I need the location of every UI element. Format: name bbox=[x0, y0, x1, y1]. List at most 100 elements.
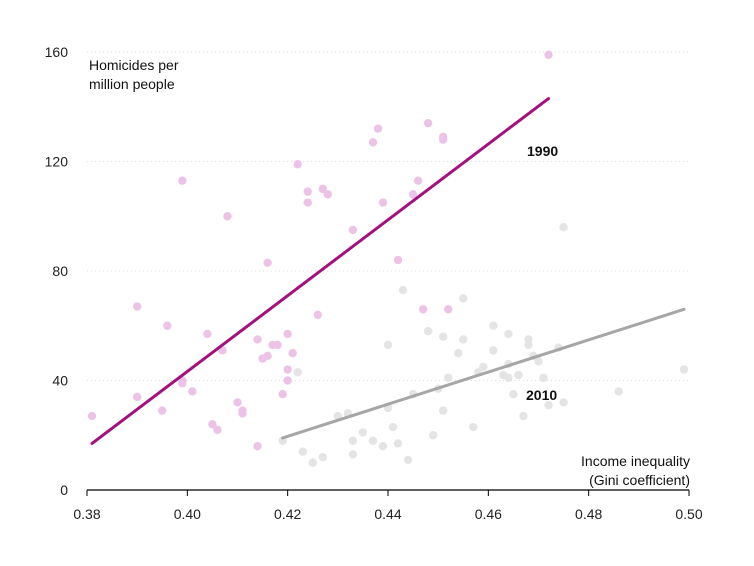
x-axis-title-line2: (Gini coefficient) bbox=[589, 472, 690, 488]
point-1990-47 bbox=[544, 50, 553, 59]
point-2010-1 bbox=[293, 368, 302, 377]
point-2010-22 bbox=[438, 332, 448, 341]
grid-lines bbox=[87, 51, 689, 381]
point-1990-26 bbox=[283, 365, 292, 374]
point-1990-9 bbox=[203, 329, 212, 339]
point-2010-48 bbox=[559, 398, 568, 407]
point-1990-32 bbox=[313, 310, 322, 319]
point-2010-10 bbox=[368, 436, 378, 445]
point-2010-45 bbox=[544, 400, 553, 410]
point-1990-13 bbox=[223, 212, 232, 221]
y-axis-title-line2: million people bbox=[89, 76, 175, 92]
point-1990-37 bbox=[373, 124, 383, 133]
x-tick-label-3: 0.44 bbox=[374, 506, 401, 522]
point-1990-42 bbox=[418, 305, 428, 314]
point-2010-28 bbox=[469, 422, 478, 432]
point-1990-7 bbox=[178, 379, 187, 388]
point-2010-38 bbox=[514, 370, 523, 380]
point-2010-23 bbox=[438, 406, 448, 415]
point-2010-27 bbox=[459, 335, 468, 344]
point-2010-8 bbox=[348, 450, 358, 459]
point-2010-36 bbox=[504, 373, 513, 382]
point-2010-4 bbox=[318, 452, 327, 462]
point-1990-4 bbox=[163, 321, 172, 330]
x-tick-label-1: 0.40 bbox=[174, 506, 201, 522]
point-2010-37 bbox=[509, 389, 518, 399]
x-tick-label-5: 0.48 bbox=[575, 506, 602, 522]
point-1990-27 bbox=[283, 376, 292, 385]
point-1990-33 bbox=[318, 184, 327, 194]
point-2010-14 bbox=[388, 422, 398, 432]
x-axis: 0.38 0.40 0.42 0.44 0.46 0.48 0.50 bbox=[73, 489, 703, 522]
point-1990-29 bbox=[293, 160, 302, 169]
point-1990-45 bbox=[438, 135, 448, 144]
point-2010-41 bbox=[524, 340, 533, 350]
axis-titles: Homicides per million people Income ineq… bbox=[89, 57, 690, 488]
point-1990-18 bbox=[253, 442, 262, 451]
series-labels: 1990 2010 bbox=[526, 143, 558, 403]
point-1990-28 bbox=[288, 348, 297, 358]
point-1990-46 bbox=[444, 305, 453, 314]
point-1990-14 bbox=[233, 398, 242, 407]
trend-line-2010 bbox=[281, 307, 686, 440]
point-1990-20 bbox=[263, 258, 272, 267]
point-1990-23 bbox=[273, 340, 282, 350]
series-label-1990: 1990 bbox=[527, 143, 558, 159]
point-2010-24 bbox=[444, 373, 453, 382]
point-2010-9 bbox=[358, 428, 368, 437]
y-tick-label-4: 160 bbox=[45, 44, 69, 60]
point-1990-43 bbox=[423, 118, 433, 128]
point-1990-39 bbox=[393, 255, 403, 265]
point-1990-10 bbox=[208, 420, 217, 429]
point-1990-24 bbox=[278, 389, 287, 399]
point-2010-15 bbox=[393, 439, 403, 448]
point-2010-26 bbox=[459, 294, 468, 303]
trend-lines bbox=[90, 97, 686, 445]
point-1990-40 bbox=[408, 190, 418, 199]
point-1990-25 bbox=[283, 329, 292, 339]
point-1990-0 bbox=[87, 411, 97, 421]
x-tick-label-2: 0.42 bbox=[274, 506, 301, 522]
point-2010-50 bbox=[679, 365, 689, 374]
point-2010-11 bbox=[378, 442, 388, 451]
x-tick-label-6: 0.50 bbox=[675, 506, 702, 522]
point-2010-3 bbox=[308, 458, 317, 467]
point-2010-31 bbox=[489, 321, 498, 330]
point-1990-36 bbox=[368, 138, 378, 147]
y-tick-label-1: 40 bbox=[52, 373, 68, 389]
point-2010-44 bbox=[539, 373, 548, 382]
point-1990-8 bbox=[188, 387, 197, 396]
point-1990-38 bbox=[378, 198, 388, 207]
y-axis-title-line1: Homicides per bbox=[89, 57, 179, 73]
x-axis-title-line1: Income inequality bbox=[581, 453, 690, 469]
point-2010-16 bbox=[398, 285, 408, 295]
point-1990-34 bbox=[323, 190, 332, 199]
y-tick-label-2: 80 bbox=[52, 263, 68, 279]
point-2010-20 bbox=[428, 431, 438, 440]
point-2010-25 bbox=[454, 348, 463, 358]
point-1990-2 bbox=[132, 392, 142, 402]
point-1990-3 bbox=[158, 406, 167, 415]
point-1990-5 bbox=[178, 176, 187, 185]
point-2010-32 bbox=[489, 346, 498, 355]
y-axis: 0 40 80 120 160 bbox=[45, 44, 69, 498]
y-tick-label-0: 0 bbox=[60, 482, 68, 498]
point-2010-47 bbox=[559, 223, 568, 232]
series-label-2010: 2010 bbox=[526, 387, 557, 403]
point-2010-2 bbox=[298, 447, 307, 456]
point-2010-17 bbox=[403, 455, 413, 465]
x-tick-label-4: 0.46 bbox=[475, 506, 502, 522]
point-1990-1 bbox=[132, 302, 142, 311]
point-1990-31 bbox=[303, 198, 312, 207]
point-1990-11 bbox=[213, 425, 222, 434]
point-2010-12 bbox=[383, 340, 393, 350]
trend-line-1990 bbox=[90, 97, 551, 445]
point-1990-17 bbox=[253, 335, 262, 344]
point-1990-35 bbox=[348, 225, 358, 235]
point-2010-49 bbox=[614, 387, 623, 396]
point-2010-34 bbox=[504, 329, 513, 339]
point-2010-19 bbox=[423, 327, 433, 336]
point-1990-21 bbox=[263, 351, 272, 361]
point-1990-16 bbox=[238, 409, 247, 418]
